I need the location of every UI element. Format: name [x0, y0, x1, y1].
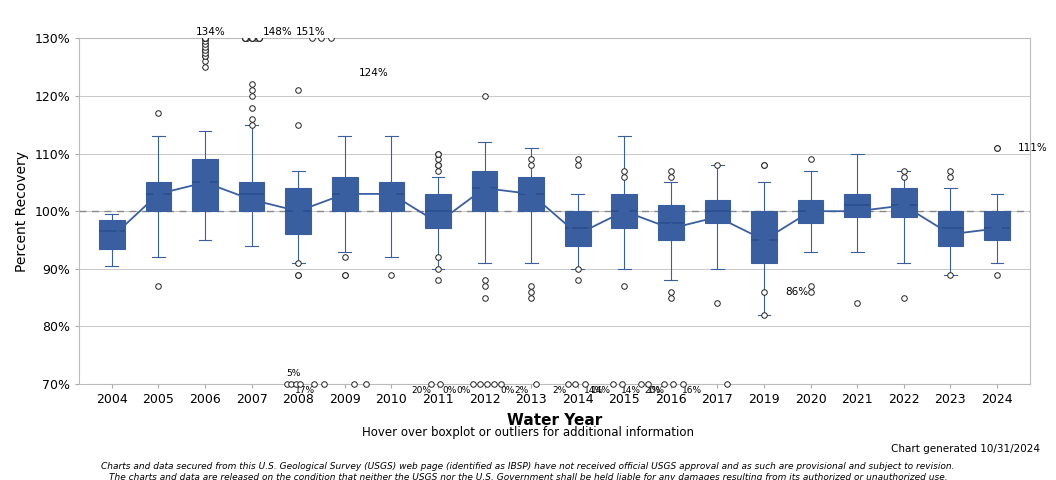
Text: The charts and data are released on the condition that neither the USGS nor the : The charts and data are released on the … [109, 473, 947, 480]
Text: 14%: 14% [591, 386, 611, 395]
Text: 0%: 0% [456, 386, 471, 395]
Text: Chart generated 10/31/2024: Chart generated 10/31/2024 [891, 444, 1040, 454]
PathPatch shape [192, 159, 218, 211]
PathPatch shape [332, 177, 358, 211]
Text: 2%: 2% [552, 386, 566, 395]
PathPatch shape [938, 211, 963, 246]
Text: 0%: 0% [442, 386, 457, 395]
Text: 20%: 20% [412, 386, 432, 395]
Text: 17%: 17% [295, 386, 315, 395]
Text: 20%: 20% [644, 386, 664, 395]
Text: 134%: 134% [196, 27, 226, 37]
PathPatch shape [146, 182, 171, 211]
Text: 1%: 1% [647, 386, 662, 395]
Text: Charts and data secured from this U.S. Geological Survey (USGS) web page (identi: Charts and data secured from this U.S. G… [101, 462, 955, 471]
Text: 151%: 151% [296, 27, 325, 37]
PathPatch shape [658, 205, 683, 240]
PathPatch shape [704, 200, 731, 223]
Text: 14%: 14% [584, 386, 604, 395]
PathPatch shape [845, 194, 870, 217]
PathPatch shape [472, 171, 497, 211]
X-axis label: Water Year: Water Year [507, 413, 602, 428]
PathPatch shape [285, 188, 310, 234]
PathPatch shape [798, 200, 824, 223]
Text: 5%: 5% [286, 369, 301, 378]
Text: 14%: 14% [621, 386, 641, 395]
PathPatch shape [378, 182, 404, 211]
PathPatch shape [751, 211, 777, 263]
Text: 124%: 124% [359, 68, 389, 78]
Text: 86%: 86% [785, 287, 808, 297]
PathPatch shape [891, 188, 917, 217]
PathPatch shape [426, 194, 451, 228]
Y-axis label: Percent Recovery: Percent Recovery [15, 151, 29, 272]
PathPatch shape [239, 182, 264, 211]
Text: Hover over boxplot or outliers for additional information: Hover over boxplot or outliers for addit… [362, 426, 694, 439]
PathPatch shape [611, 194, 637, 228]
Text: 148%: 148% [262, 27, 293, 37]
PathPatch shape [518, 177, 544, 211]
PathPatch shape [984, 211, 1010, 240]
Text: 111%: 111% [1018, 143, 1048, 153]
PathPatch shape [565, 211, 590, 246]
Text: 2%: 2% [514, 386, 529, 395]
PathPatch shape [99, 220, 125, 249]
Text: 0%: 0% [501, 386, 515, 395]
Text: 16%: 16% [682, 386, 702, 395]
